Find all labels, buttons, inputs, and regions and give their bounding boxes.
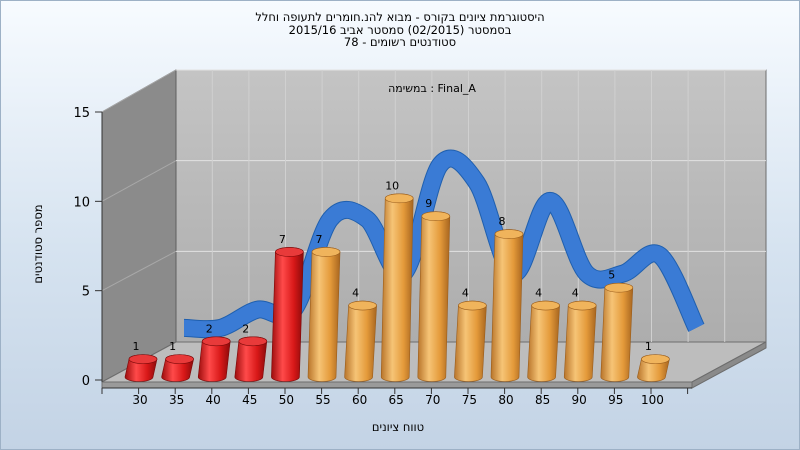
bar-value-label: 1 <box>645 340 652 353</box>
bar-value-label: 1 <box>133 340 140 353</box>
bar-top <box>275 247 304 257</box>
bar-75 <box>454 300 487 382</box>
bar-top <box>201 336 231 347</box>
bar-body <box>600 282 634 382</box>
gridline-side <box>101 160 177 202</box>
bar-top <box>531 300 560 311</box>
x-tick-label: 30 <box>132 393 147 407</box>
bar-top <box>494 229 524 239</box>
x-tick-label: 40 <box>206 393 221 407</box>
bar-top <box>458 300 487 311</box>
bar-top <box>604 282 634 293</box>
x-tick-label: 100 <box>641 393 664 407</box>
bar-body <box>563 300 597 382</box>
bar-top <box>348 300 377 311</box>
bar-65 <box>380 193 414 382</box>
bar-value-label: 2 <box>206 322 213 335</box>
x-tick-label: 55 <box>315 393 330 407</box>
y-tick-label: 0 <box>82 374 90 389</box>
bar-body <box>417 211 451 382</box>
chart-subtitle: במשימה : Final_A <box>388 82 476 95</box>
title-line-2: בסמסטר (02/2015) סמסטר אביב 2015/16 <box>288 22 512 37</box>
bar-value-label: 4 <box>352 287 359 300</box>
bar-top <box>421 211 451 221</box>
bar-value-label: 4 <box>535 287 542 300</box>
gridline-side <box>101 250 177 292</box>
bar-value-label: 7 <box>316 233 323 246</box>
gridline-side <box>101 69 177 113</box>
bar-value-label: 1 <box>169 340 176 353</box>
bar-body <box>271 247 304 382</box>
data-labels: 1 1 2 2 7 7 4 10 9 4 8 4 4 5 1 <box>133 179 652 353</box>
bar-50 <box>271 247 304 382</box>
title-line-1: היסטוגרמת ציונים בקורס - מבוא להנ.חומרים… <box>255 10 545 24</box>
bar-body <box>527 300 560 382</box>
bar-top <box>311 247 341 257</box>
bar-top <box>641 354 670 364</box>
x-tick-label: 85 <box>535 393 550 407</box>
bar-95 <box>600 282 634 382</box>
x-tick-label: 95 <box>608 393 623 407</box>
bar-top <box>165 354 194 364</box>
bars <box>124 193 670 382</box>
x-tick-label: 60 <box>352 393 367 407</box>
bar-value-label: 4 <box>462 287 469 300</box>
x-tick-label: 80 <box>498 393 513 407</box>
x-axis-title: טווח ציונים <box>372 420 424 434</box>
x-tick-label: 50 <box>279 393 294 407</box>
bar-value-label: 10 <box>385 179 399 192</box>
bar-45 <box>234 336 268 382</box>
bar-top <box>128 354 158 364</box>
bar-body <box>344 300 377 382</box>
bar-value-label: 5 <box>608 269 615 282</box>
bar-body <box>307 247 341 382</box>
x-tick-label: 65 <box>389 393 404 407</box>
bar-85 <box>527 300 560 382</box>
bar-35 <box>161 354 194 382</box>
bar-30 <box>124 354 158 382</box>
bar-70 <box>417 211 451 382</box>
floor-edge <box>101 381 693 389</box>
side-wall <box>101 69 177 383</box>
bar-100 <box>637 354 670 382</box>
bar-top <box>384 193 414 204</box>
bar-body <box>490 229 524 382</box>
x-axis: 30 35 40 45 50 55 60 65 70 75 80 85 90 95 100 <box>101 387 692 407</box>
bar-55 <box>307 247 341 382</box>
bar-value-label: 7 <box>279 233 286 246</box>
y-tick-label: 5 <box>82 285 90 300</box>
bar-value-label: 4 <box>572 287 579 300</box>
x-tick-label: 75 <box>462 393 477 407</box>
bar-60 <box>344 300 377 382</box>
x-tick-label: 90 <box>572 393 587 407</box>
y-axis-title: מספר סטודנטים <box>31 204 45 283</box>
x-tick-label: 45 <box>242 393 257 407</box>
bar-top <box>567 300 597 311</box>
bar-body <box>454 300 487 382</box>
y-axis: 0 5 10 15 <box>73 106 103 389</box>
bar-value-label: 9 <box>425 197 432 210</box>
x-tick-label: 35 <box>169 393 184 407</box>
y-tick-label: 15 <box>73 106 90 121</box>
floor-side-edge <box>691 341 767 389</box>
bar-value-label: 8 <box>499 215 506 228</box>
y-tick-label: 10 <box>73 195 90 210</box>
title-line-3: סטודנטים רשומים - 78 <box>343 35 457 49</box>
bar-90 <box>563 300 597 382</box>
bar-top <box>238 336 268 347</box>
bar-body <box>380 193 414 382</box>
bar-value-label: 2 <box>242 322 249 335</box>
chart-title: היסטוגרמת ציונים בקורס - מבוא להנ.חומרים… <box>0 11 800 49</box>
bar-40 <box>197 336 231 382</box>
x-tick-label: 70 <box>425 393 440 407</box>
bar-80 <box>490 229 524 382</box>
